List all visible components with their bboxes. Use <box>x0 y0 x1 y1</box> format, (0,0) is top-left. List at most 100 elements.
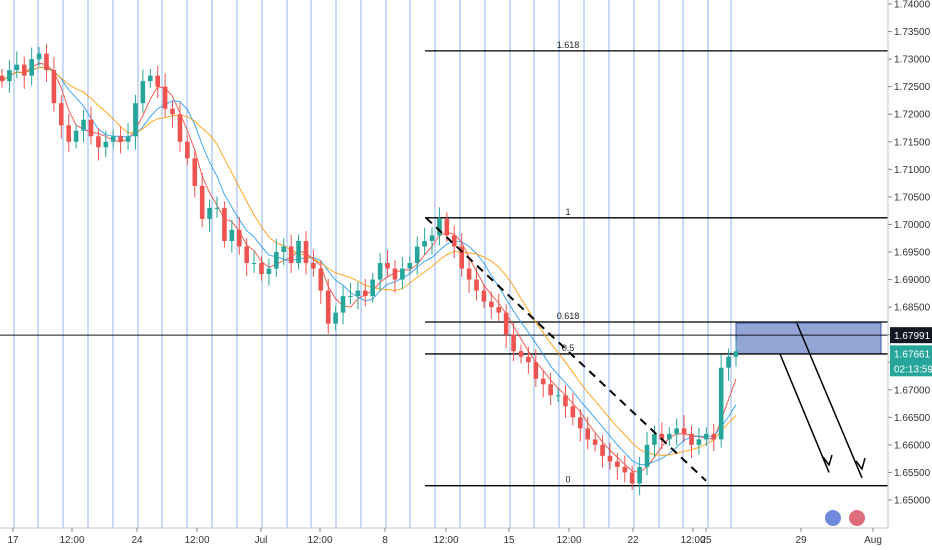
price-tag-last-bg <box>890 345 932 362</box>
candle-body <box>578 417 583 429</box>
candle-body <box>503 312 509 335</box>
candle-body <box>288 246 294 264</box>
candle-body <box>400 268 405 280</box>
drawings[interactable] <box>425 217 866 482</box>
candle-body <box>555 395 561 397</box>
supply-zone <box>735 322 882 355</box>
price-tick-label: 1.67000 <box>894 385 931 396</box>
candle-body <box>637 466 642 484</box>
candle-body <box>236 229 242 247</box>
price-tag-countdown: 02:13:59 <box>894 364 932 375</box>
candle-body <box>607 455 613 462</box>
candle-body <box>548 384 553 396</box>
candle-body <box>311 263 316 269</box>
time-tick-label: 12:00 <box>307 535 332 546</box>
candle-body <box>540 378 546 385</box>
candle-body <box>185 141 190 159</box>
candle-body <box>533 362 539 379</box>
time-axis[interactable]: 17 12:00 24 12:00 Jul 12:00 8 12:00 15 12:00 22 12:… <box>7 528 882 546</box>
fib-level-label: 1 <box>565 207 570 217</box>
candle-body <box>355 290 361 297</box>
candle-body <box>726 356 731 368</box>
candle-body <box>14 64 20 71</box>
zone-layer[interactable] <box>735 322 882 355</box>
price-tick-label: 1.74000 <box>894 0 931 11</box>
candle-body <box>362 290 368 297</box>
candle-body <box>570 406 576 418</box>
candle-body <box>333 312 338 324</box>
price-tick-label: 1.71500 <box>894 137 931 148</box>
fibonacci-retracement[interactable]: 1.618 1 0.618 0.5 0 <box>0 40 888 487</box>
time-tick-label: 15 <box>503 535 515 546</box>
time-tick-label: 12:00 <box>680 535 705 546</box>
fib-level-label: 0.618 <box>557 311 580 321</box>
candle-body <box>73 130 79 142</box>
candle-body <box>585 428 591 440</box>
candle-body <box>711 433 717 440</box>
candle-body <box>147 75 153 82</box>
price-tag-level: 1.67991 <box>894 331 931 342</box>
candle-body <box>110 136 116 142</box>
price-tick-label: 1.70000 <box>894 220 931 231</box>
candle-body <box>459 246 464 269</box>
candle-body <box>370 279 376 297</box>
candle-body <box>274 252 279 269</box>
price-tick-label: 1.70500 <box>894 192 931 203</box>
candle-body <box>629 472 635 484</box>
candle-body <box>29 59 34 76</box>
time-tick-label: 17 <box>7 535 19 546</box>
candle-body <box>266 268 272 275</box>
candle-body <box>718 367 724 440</box>
moving-average-line <box>1 66 737 456</box>
candle-body <box>733 351 739 357</box>
candle-body <box>281 246 287 252</box>
candle-body <box>518 351 524 357</box>
price-tick-label: 1.72000 <box>894 110 931 121</box>
candle-body <box>140 81 146 104</box>
candle-body <box>429 235 435 241</box>
projection-arrow-2 <box>796 323 863 479</box>
candle-body <box>162 86 168 109</box>
candle-body <box>303 240 309 264</box>
candle-body <box>51 70 57 104</box>
price-tick-label: 1.73500 <box>894 27 931 38</box>
price-tick-label: 1.72500 <box>894 82 931 93</box>
candle-body <box>192 158 198 186</box>
candle-body <box>422 240 427 247</box>
watermark-logo <box>825 510 865 526</box>
candle-body <box>7 70 12 82</box>
arrow-head-icon <box>855 457 866 471</box>
candle-body <box>325 290 331 324</box>
candle-body <box>259 263 264 275</box>
time-tick-label: 29 <box>795 535 807 546</box>
candle-body <box>177 114 183 142</box>
moving-averages <box>1 62 737 473</box>
candle-body <box>170 108 175 115</box>
candle-body <box>666 433 672 440</box>
price-tick-label: 1.71000 <box>894 165 931 176</box>
candle-body <box>407 263 413 269</box>
price-tick-label: 1.66000 <box>894 440 931 451</box>
candle-body <box>615 461 620 467</box>
candle-body <box>644 444 650 467</box>
candle-body <box>214 207 220 209</box>
price-tag-level-bg <box>890 327 932 344</box>
candle-body <box>696 439 702 445</box>
candle-body <box>0 75 5 82</box>
price-tick-label: 1.66500 <box>894 413 931 424</box>
time-tick-label: 12:00 <box>433 535 458 546</box>
candle-body <box>251 263 257 265</box>
candle-body <box>222 207 227 241</box>
candle-body <box>563 395 568 407</box>
candle-body <box>592 439 598 445</box>
candle-body <box>81 119 86 131</box>
time-tick-label: 12:00 <box>556 535 581 546</box>
fib-level-label: 0 <box>565 475 570 485</box>
candle-body <box>66 125 72 142</box>
time-tick-label: Jul <box>255 535 268 546</box>
candle-body <box>451 235 457 247</box>
candles <box>0 43 739 496</box>
price-axis[interactable]: 1.74000 1.73500 1.73000 1.72500 1.72000 1.715… <box>888 0 931 507</box>
candle-body <box>466 268 472 280</box>
